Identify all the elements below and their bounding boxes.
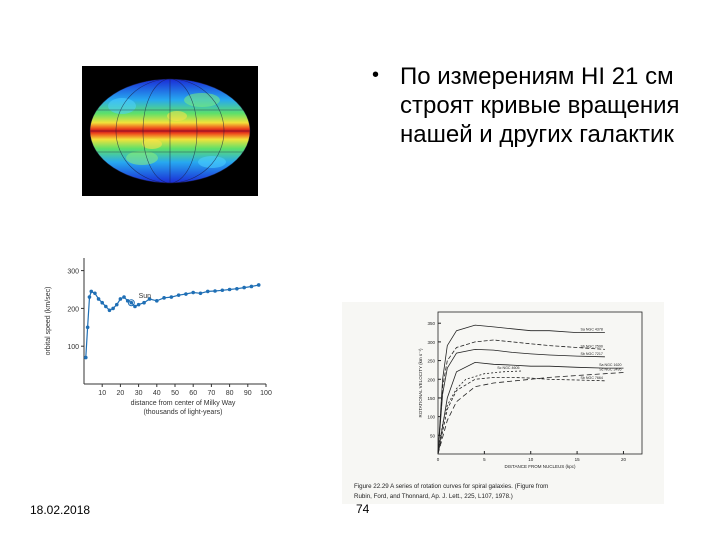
data-point xyxy=(220,288,225,293)
data-point xyxy=(87,295,92,299)
y-tick-label: 300 xyxy=(67,269,79,276)
x-axis-label: DISTANCE FROM NUCLEUS (kpc) xyxy=(505,464,576,469)
x-tick-label: 80 xyxy=(226,390,234,397)
y-tick-label: 250 xyxy=(427,359,435,364)
curve-label: Sa NGC 1620 xyxy=(599,363,621,367)
data-point xyxy=(104,304,108,309)
x-tick-label: 0 xyxy=(437,457,440,462)
data-point xyxy=(111,306,115,311)
rotation-curve-2 xyxy=(437,339,605,455)
data-point xyxy=(249,284,254,289)
data-point xyxy=(162,296,166,300)
curve-label: Sc NGC 3495 xyxy=(599,368,621,372)
data-point xyxy=(85,325,90,330)
data-point xyxy=(89,289,94,294)
data-point xyxy=(96,297,101,301)
data-point xyxy=(205,289,210,294)
y-tick-label: 200 xyxy=(427,377,435,382)
x-tick-label: 70 xyxy=(208,390,216,397)
data-point xyxy=(242,285,246,290)
data-point xyxy=(147,297,152,301)
y-axis-label: orbital speed (km/sec) xyxy=(45,287,52,356)
x-tick-label: 10 xyxy=(98,390,106,397)
data-point xyxy=(118,297,123,301)
data-point xyxy=(176,293,181,297)
footer-date: 18.02.2018 xyxy=(30,503,91,517)
curve-label: Sb NGC 7664 xyxy=(581,376,603,380)
x-tick-label: 15 xyxy=(575,457,581,462)
y-tick-label: 350 xyxy=(427,321,435,326)
x-tick-label: 5 xyxy=(483,457,486,462)
plot-frame xyxy=(437,311,643,455)
y-tick-label: 100 xyxy=(427,415,435,420)
data-point xyxy=(198,291,203,296)
data-point xyxy=(122,295,126,299)
rotation-curve-3 xyxy=(437,348,605,455)
curve-label: Sb NGC 2590 xyxy=(581,344,603,348)
y-tick-label: 200 xyxy=(67,306,79,313)
x-tick-label: 90 xyxy=(244,390,252,397)
curve-label: Sb NGC 7217 xyxy=(581,352,603,356)
data-point xyxy=(227,287,232,292)
rotation-curve-7 xyxy=(437,377,605,455)
sun-marker xyxy=(127,299,135,307)
x-axis-label-line1: distance from center of Milky Way xyxy=(131,400,236,407)
data-point xyxy=(84,355,88,360)
x-tick-label: 20 xyxy=(117,390,125,397)
milky-way-rotation-curve: 100 200 300 10 20 30 40 50 60 70 80 90 100 distance f… xyxy=(45,258,272,416)
rotation-curve-4 xyxy=(437,370,522,455)
y-tick-label: 50 xyxy=(430,433,436,438)
y-axis-label: ROTATIONAL VELOCITY (km s⁻¹) xyxy=(418,348,423,417)
spiral-galaxies-rotation-curves-figure: 50 100 150 200 250 300 350 0 5 10 15 20 DISTANCE FRO… xyxy=(342,302,664,504)
all-sky-hi-map-image xyxy=(82,66,258,196)
figure-caption-line2: Rubin, Ford, and Thonnard, Ap. J. Lett.,… xyxy=(354,493,513,500)
y-tick-label: 300 xyxy=(427,340,435,345)
data-point xyxy=(184,292,188,296)
data-point xyxy=(256,283,261,287)
data-point xyxy=(235,286,239,291)
data-point xyxy=(93,291,97,296)
data-point xyxy=(169,295,174,299)
x-axis-label-line2: (thousands of light-years) xyxy=(144,409,223,416)
x-tick-label: 30 xyxy=(135,390,143,397)
sun-label: Sun xyxy=(139,293,152,300)
rotation-curve-6 xyxy=(437,361,624,455)
data-point xyxy=(133,304,137,309)
x-tick-label: 10 xyxy=(528,457,534,462)
x-tick-label: 60 xyxy=(189,390,197,397)
bullet-symbol: • xyxy=(372,64,380,86)
rotation-curve-line xyxy=(85,284,259,358)
curve-label: Sa NGC 4378 xyxy=(581,328,603,332)
data-point xyxy=(142,300,146,305)
bullet-text: По измерениям HI 21 см строят кривые вра… xyxy=(400,63,680,148)
y-tick-label: 150 xyxy=(427,396,435,401)
y-tick-label: 100 xyxy=(67,344,79,351)
curve-label: Sc NGC 4605 xyxy=(497,366,519,370)
x-tick-label: 20 xyxy=(621,457,627,462)
x-tick-label: 40 xyxy=(153,390,161,397)
data-point xyxy=(100,300,104,305)
data-point xyxy=(213,289,217,293)
data-point xyxy=(114,302,119,307)
data-point xyxy=(191,290,195,295)
rotation-curve-5 xyxy=(437,372,624,455)
x-tick-label: 50 xyxy=(171,390,179,397)
data-point xyxy=(136,302,141,307)
data-point xyxy=(155,299,159,303)
rotation-curve-1 xyxy=(437,324,605,455)
data-point xyxy=(107,308,112,313)
page-number: 74 xyxy=(356,502,370,516)
x-tick-label: 100 xyxy=(260,390,272,397)
figure-caption-line1: Figure 22.29 A series of rotation curves… xyxy=(354,483,548,490)
data-point xyxy=(129,300,134,305)
bullet-point: • По измерениям HI 21 см строят кривые в… xyxy=(372,62,692,149)
